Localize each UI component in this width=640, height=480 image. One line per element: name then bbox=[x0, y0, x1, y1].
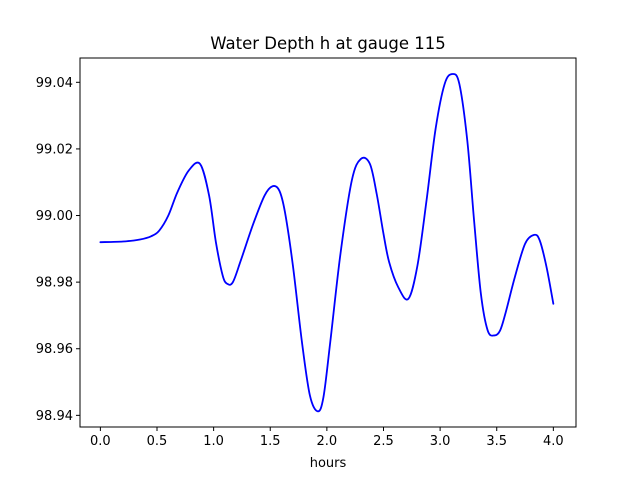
x-tick-label: 0.0 bbox=[90, 434, 111, 449]
x-tick-label: 3.0 bbox=[430, 434, 451, 449]
x-tick-label: 2.5 bbox=[373, 434, 394, 449]
series-line bbox=[99, 73, 555, 413]
y-tick-label: 98.94 bbox=[36, 409, 73, 424]
x-tick-label: 1.0 bbox=[203, 434, 224, 449]
plot-frame bbox=[79, 57, 577, 428]
x-axis-label: hours bbox=[310, 456, 347, 471]
chart-title: Water Depth h at gauge 115 bbox=[210, 34, 445, 53]
x-tick-label: 2.0 bbox=[317, 434, 338, 449]
plot-area bbox=[99, 73, 555, 413]
y-tick-label: 98.98 bbox=[36, 276, 73, 291]
y-tick-label: 99.02 bbox=[36, 142, 73, 157]
x-tick-label: 4.0 bbox=[543, 434, 564, 449]
x-axis: 0.0 0.5 1.0 1.5 2.0 2.5 3.0 3.5 4.0 bbox=[90, 427, 564, 449]
x-tick-label: 1.5 bbox=[260, 434, 281, 449]
y-tick-label: 98.96 bbox=[36, 342, 73, 357]
y-tick-label: 99.00 bbox=[36, 209, 73, 224]
x-tick-label: 0.5 bbox=[147, 434, 168, 449]
y-axis: 98.94 98.96 98.98 99.00 99.02 99.04 bbox=[36, 76, 80, 424]
y-tick-label: 99.04 bbox=[36, 76, 73, 91]
x-tick-label: 3.5 bbox=[486, 434, 507, 449]
